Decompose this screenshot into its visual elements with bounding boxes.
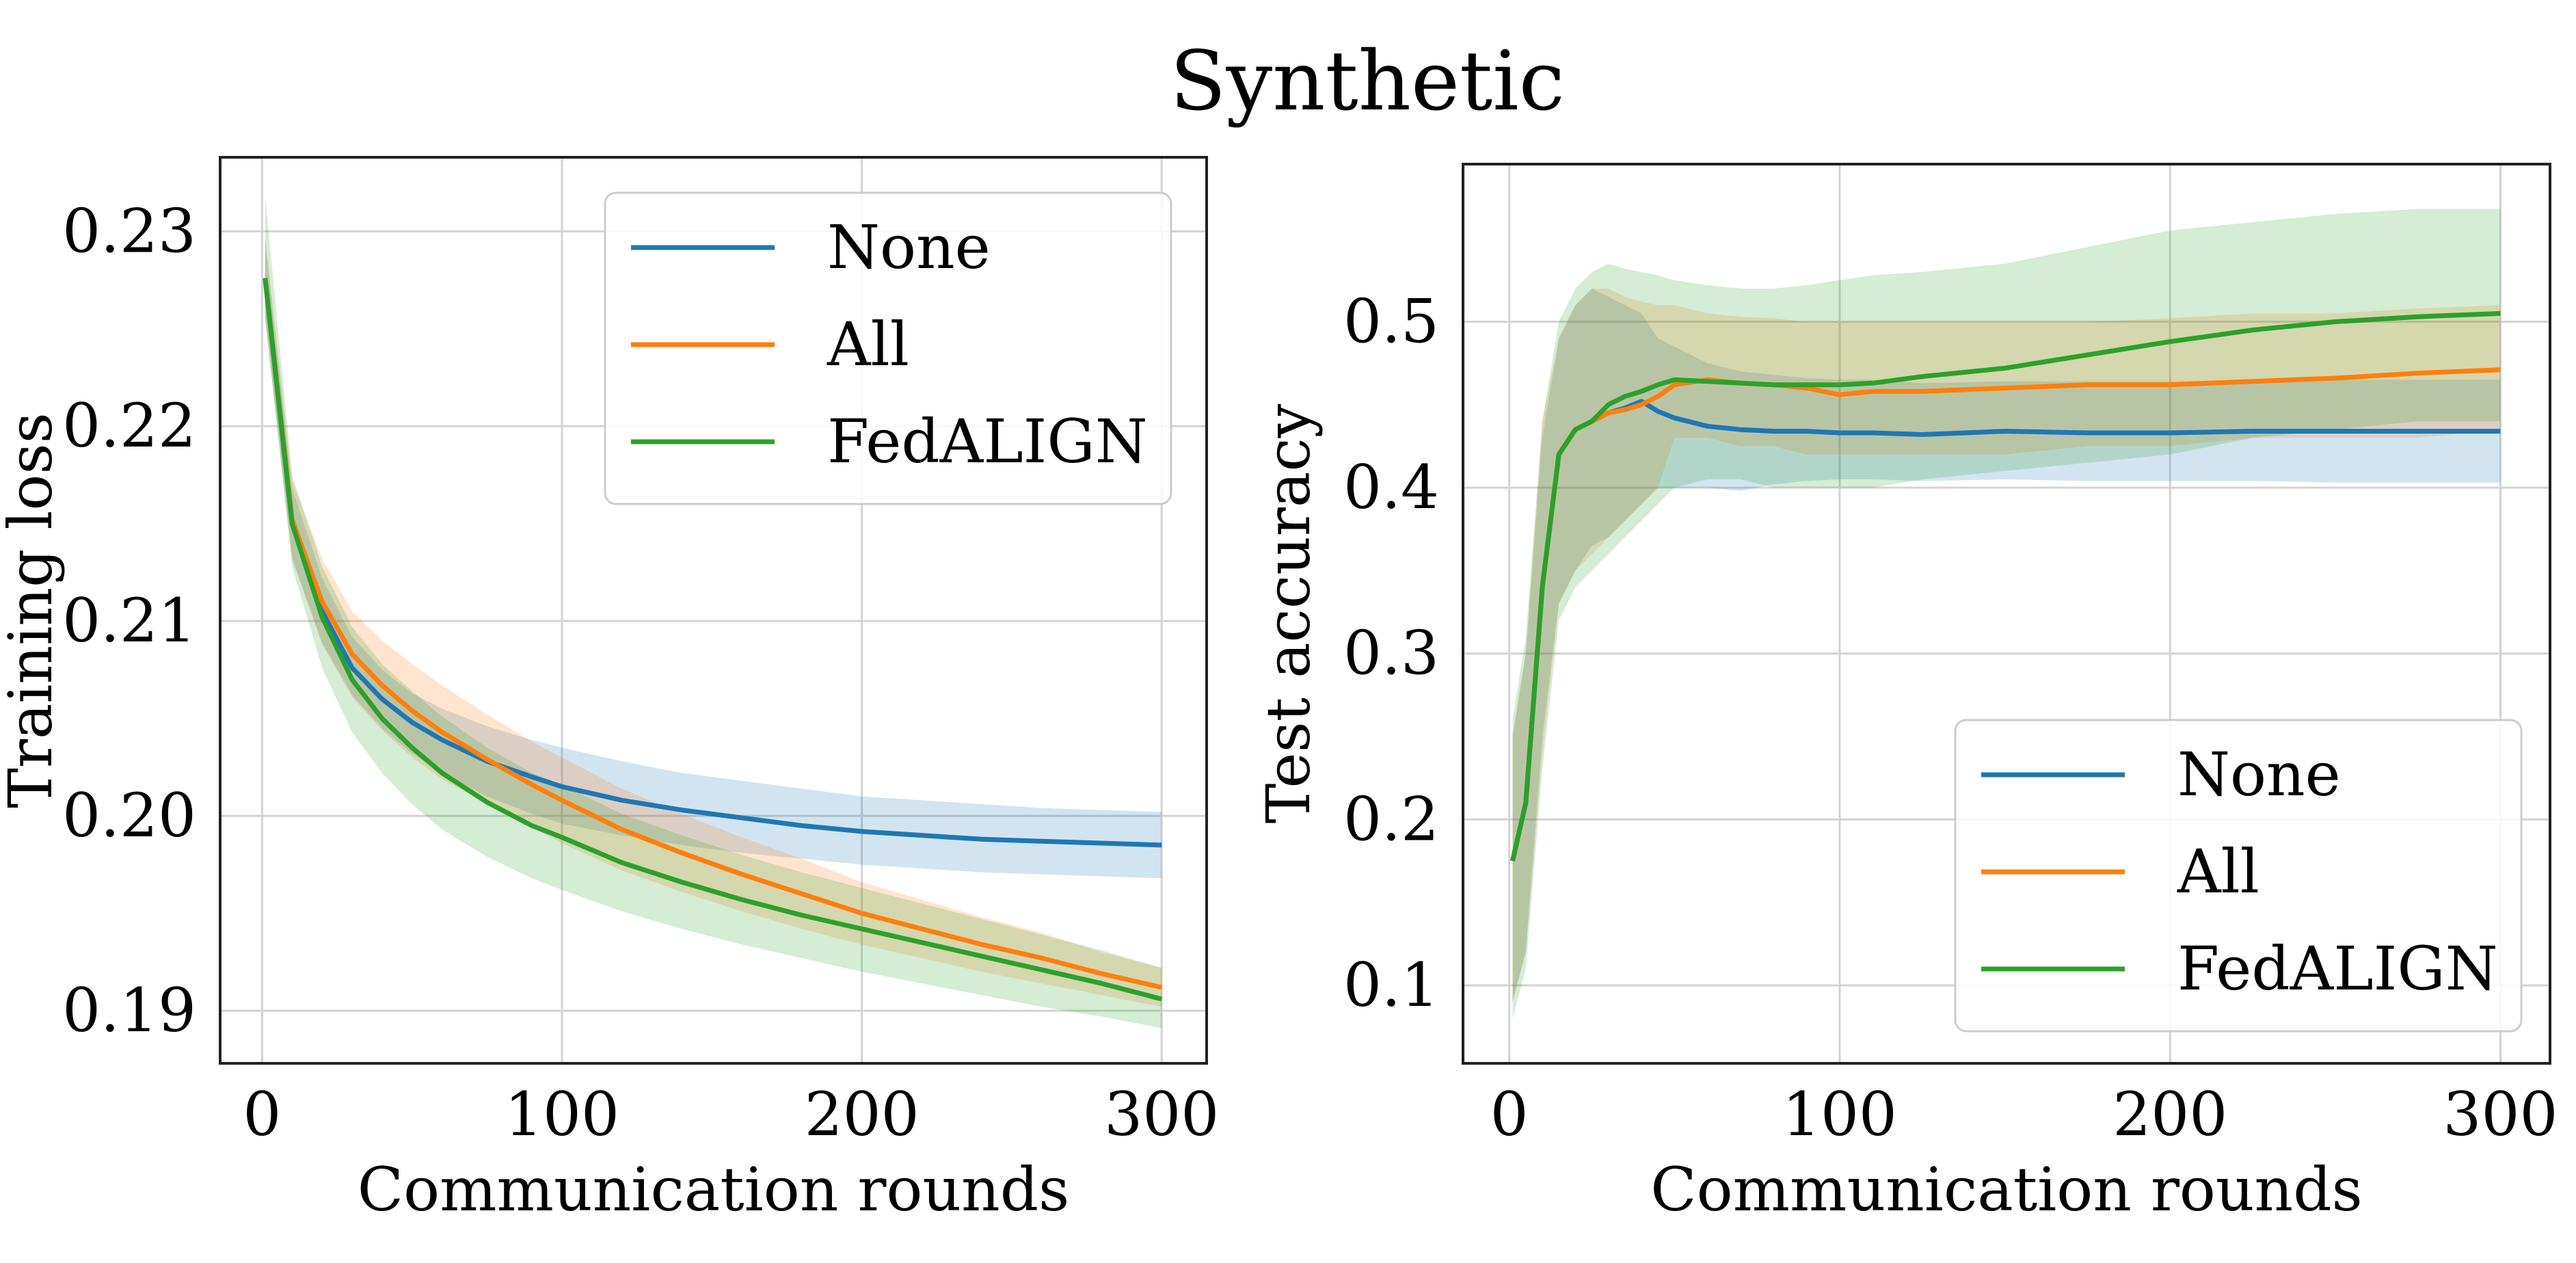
y-tick-label: 0.3 xyxy=(1343,618,1439,689)
legend-label-none: None xyxy=(2177,739,2341,810)
x-axis-label: Communication rounds xyxy=(1650,1154,2362,1225)
legend-box xyxy=(1954,719,2523,1033)
y-tick-label: 0.23 xyxy=(62,196,196,266)
y-tick-label: 0.4 xyxy=(1343,452,1439,522)
series-line-all xyxy=(263,278,1162,990)
x-tick-label: 300 xyxy=(2443,1079,2558,1149)
x-axis-label: Communication rounds xyxy=(358,1154,1069,1225)
x-tick-label: 0 xyxy=(243,1079,281,1149)
x-tick-label: 300 xyxy=(1104,1079,1219,1149)
y-tick-label: 0.19 xyxy=(62,975,196,1046)
series-line-fedalign xyxy=(1510,310,2501,862)
series-line-fedalign xyxy=(263,278,1163,1002)
y-tick-label: 0.2 xyxy=(1343,784,1439,854)
figure-title: Synthetic xyxy=(1170,34,1565,129)
legend-label-fedalign: FedALIGN xyxy=(827,406,1148,477)
x-tick-label: 0 xyxy=(1490,1079,1529,1149)
band-fedalign xyxy=(1512,209,2501,1019)
x-tick-label: 200 xyxy=(2112,1079,2227,1149)
band-none xyxy=(265,239,1162,879)
test-accuracy-chart: 0 100 200 300 0.1 0.2 0.3 0.4 0.5 Communication r… xyxy=(1253,163,2558,1225)
plot-frame xyxy=(219,156,1208,1065)
y-axis-label: Training loss xyxy=(0,412,66,808)
legend: None All FedALIGN xyxy=(604,191,1172,505)
training-loss-chart: 0 100 200 300 0.19 0.20 0.21 0.22 0.23 Communicat… xyxy=(0,156,1219,1225)
plot-frame xyxy=(1462,163,2551,1065)
legend-label-all: All xyxy=(2177,836,2259,907)
legend-label-fedalign: FedALIGN xyxy=(2177,933,2498,1004)
series-line-none xyxy=(263,278,1162,848)
legend: None All FedALIGN xyxy=(1954,719,2523,1033)
x-tick-label: 100 xyxy=(1782,1079,1897,1149)
x-tick-label: 100 xyxy=(505,1079,619,1149)
y-tick-label: 0.5 xyxy=(1343,286,1439,356)
x-tick-label: 200 xyxy=(805,1079,920,1149)
band-none xyxy=(1512,289,2501,1002)
legend-label-none: None xyxy=(827,212,991,282)
y-tick-label: 0.20 xyxy=(62,780,196,851)
y-axis-label: Test accuracy xyxy=(1253,403,1324,823)
legend-label-all: All xyxy=(827,309,909,380)
band-all xyxy=(265,239,1162,1007)
y-tick-label: 0.21 xyxy=(62,585,196,656)
legend-box xyxy=(604,191,1172,505)
y-tick-label: 0.1 xyxy=(1343,950,1439,1020)
y-tick-label: 0.22 xyxy=(62,390,196,461)
band-fedalign xyxy=(265,196,1162,1028)
